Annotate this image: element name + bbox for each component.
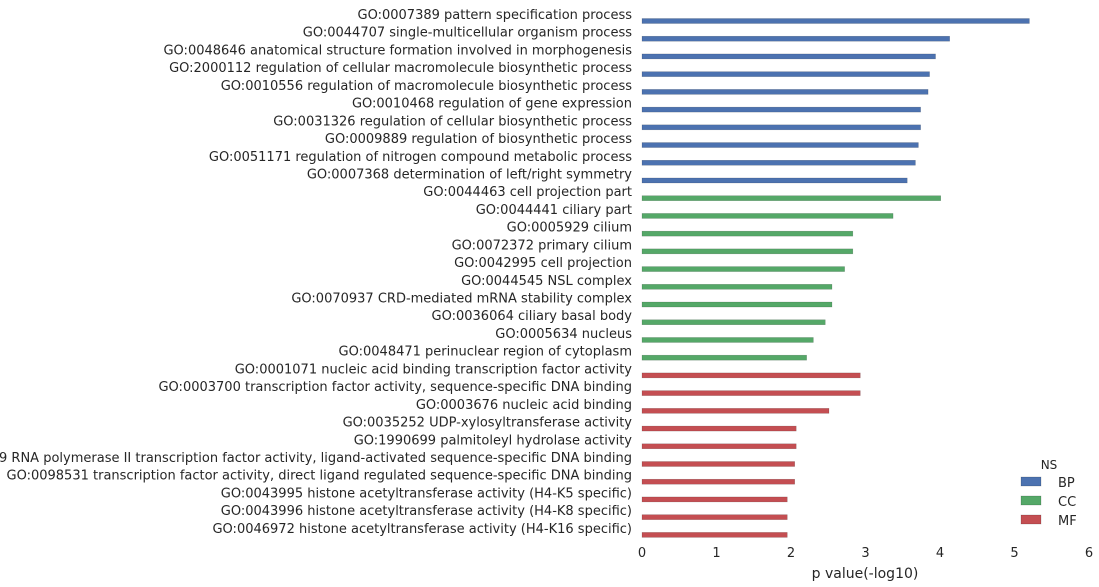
- bar-cc: [641, 284, 833, 290]
- category-label: GO:2000112 regulation of cellular macrom…: [169, 61, 632, 76]
- legend-title: NS: [1041, 458, 1058, 472]
- bar-mf: [641, 443, 797, 450]
- category-label: GO:0003700 transcription factor activity…: [158, 380, 632, 395]
- category-label: GO:0043995 histone acetyltransferase act…: [221, 486, 632, 501]
- bar-cc: [641, 354, 807, 361]
- x-tick-label: 0: [638, 546, 646, 561]
- category-label: GO:0031326 regulation of cellular biosyn…: [273, 114, 632, 129]
- bar-cc: [641, 195, 941, 201]
- bar-bp: [641, 142, 919, 148]
- legend-swatch-mf: [1020, 514, 1042, 525]
- category-label: GO:0005634 nucleus: [495, 327, 632, 342]
- category-label: GO:0043996 histone acetyltransferase act…: [221, 504, 632, 519]
- category-label: GO:0007368 determination of left/right s…: [307, 167, 632, 182]
- category-label: GO:0036064 ciliary basal body: [432, 309, 633, 324]
- category-label: GO:0007389 pattern specification process: [358, 8, 633, 23]
- bar-cc: [641, 301, 833, 308]
- category-label: GO:0051171 regulation of nitrogen compou…: [209, 150, 632, 165]
- category-label: GO:0072372 primary cilium: [452, 238, 632, 253]
- bar-cc: [641, 337, 814, 343]
- category-label: GO:0048646 anatomical structure formatio…: [163, 43, 632, 58]
- category-label: GO:0044441 ciliary part: [476, 203, 632, 218]
- legend-swatch-cc: [1020, 495, 1042, 506]
- x-tick-label: 5: [1010, 546, 1018, 561]
- category-label: GO:0004879 RNA polymerase II transcripti…: [0, 451, 632, 466]
- bar-cc: [641, 319, 826, 325]
- bar-bp: [641, 106, 921, 113]
- category-labels: GO:0007389 pattern specification process…: [0, 8, 632, 537]
- bar-mf: [641, 390, 861, 396]
- bar-mf: [641, 408, 830, 414]
- x-tick-label: 4: [936, 546, 944, 561]
- category-label: GO:0048471 perinuclear region of cytopla…: [339, 345, 632, 360]
- category-label: GO:0010556 regulation of macromolecule b…: [221, 79, 632, 94]
- bar-cc: [641, 213, 894, 219]
- bar-bp: [641, 53, 936, 60]
- category-label: GO:0042995 cell projection: [454, 256, 632, 271]
- category-label: GO:0044463 cell projection part: [423, 185, 632, 200]
- bars: [641, 18, 1030, 538]
- bar-cc: [641, 248, 854, 255]
- x-tick-label: 1: [712, 546, 720, 561]
- legend-label-mf: MF: [1058, 514, 1077, 529]
- legend-label-cc: CC: [1058, 495, 1076, 510]
- category-label: GO:0046972 histone acetyltransferase act…: [212, 522, 632, 537]
- category-label: GO:0070937 CRD-mediated mRNA stability c…: [291, 292, 632, 307]
- legend-label-bp: BP: [1058, 476, 1075, 491]
- bar-bp: [641, 71, 930, 77]
- bar-bp: [641, 18, 1030, 24]
- category-label: GO:0003676 nucleic acid binding: [416, 398, 632, 413]
- bar-mf: [641, 372, 861, 379]
- category-label: GO:0010468 regulation of gene expression: [352, 97, 632, 112]
- bar-cc: [641, 266, 845, 272]
- bar-mf: [641, 532, 788, 538]
- bar-bp: [641, 124, 921, 131]
- bar-cc: [641, 230, 854, 237]
- bar-bp: [641, 177, 908, 184]
- bar-mf: [641, 514, 788, 520]
- legend-swatch-bp: [1020, 476, 1042, 487]
- bar-mf: [641, 425, 797, 432]
- x-tick-label: 6: [1085, 546, 1093, 561]
- bar-mf: [641, 461, 795, 467]
- category-label: GO:0009889 regulation of biosynthetic pr…: [325, 132, 632, 147]
- bar-bp: [641, 35, 950, 42]
- category-label: GO:1990699 palmitoleyl hydrolase activit…: [354, 433, 633, 448]
- category-label: GO:0044545 NSL complex: [461, 274, 632, 289]
- x-tick-label: 3: [861, 546, 869, 561]
- category-label: GO:0001071 nucleic acid binding transcri…: [235, 362, 633, 377]
- category-label: GO:0035252 UDP-xylosyltransferase activi…: [343, 416, 633, 431]
- legend: NS BP CC MF: [1020, 458, 1077, 529]
- bar-bp: [641, 160, 916, 166]
- x-tick-label: 2: [787, 546, 795, 561]
- x-axis-title: p value(-log10): [812, 566, 919, 582]
- x-axis: p value(-log10) 0 1 2 3 4 5 6: [638, 546, 1093, 582]
- category-label: GO:0005929 cilium: [507, 221, 632, 236]
- bar-mf: [641, 496, 788, 503]
- category-label: GO:0098531 transcription factor activity…: [7, 469, 632, 484]
- bar-bp: [641, 89, 929, 95]
- category-label: GO:0044707 single-multicellular organism…: [303, 26, 632, 41]
- bar-mf: [641, 478, 795, 485]
